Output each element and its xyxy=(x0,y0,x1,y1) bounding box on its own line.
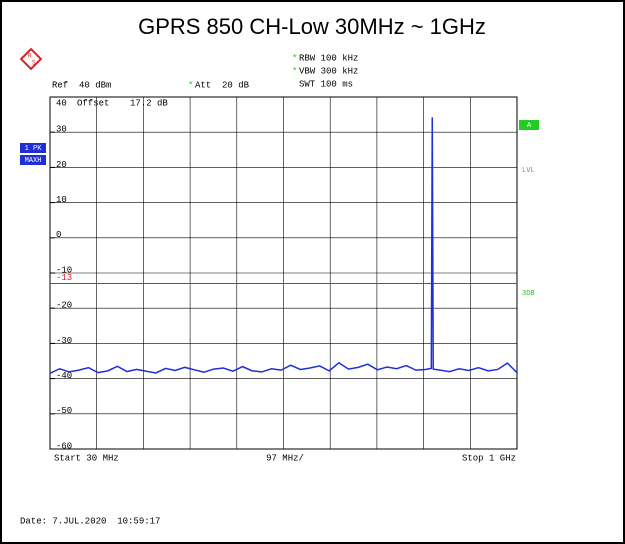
vbw: VBW 300 kHz xyxy=(299,66,358,76)
y-tick-label: 10 xyxy=(56,195,67,205)
side-label: A xyxy=(527,122,532,130)
trace-label: 1 PK xyxy=(25,145,43,153)
y-tick-label: 0 xyxy=(56,230,61,240)
y-tick-label: 40 xyxy=(56,98,67,108)
logo-diamond xyxy=(19,47,43,71)
y-tick-label: 30 xyxy=(56,125,67,135)
trace-box xyxy=(20,143,46,153)
swt: SWT 100 ms xyxy=(299,79,353,89)
y-tick-label: -20 xyxy=(56,301,72,311)
y-tick-label: -50 xyxy=(56,406,72,416)
side-label: LVL xyxy=(522,167,535,175)
y-tick-label: 20 xyxy=(56,160,67,170)
att: Att 20 dB xyxy=(195,80,250,90)
y-tick-label: -40 xyxy=(56,371,72,381)
span-div: 97 MHz/ xyxy=(266,453,304,463)
stop: Stop 1 GHz xyxy=(462,453,516,463)
side-box xyxy=(519,120,539,130)
y-tick-label: -30 xyxy=(56,336,72,346)
y-tick-label: -60 xyxy=(56,441,72,451)
logo: R S xyxy=(19,47,43,71)
marker: * xyxy=(188,80,193,90)
logo-letter: S xyxy=(32,60,36,67)
start: Start 30 MHz xyxy=(54,453,119,463)
y-tick-label: -10 xyxy=(56,265,72,275)
limit-label: -13 xyxy=(56,273,72,283)
marker: * xyxy=(292,66,297,76)
trace-box xyxy=(20,155,46,165)
offset-value: 17.2 dB xyxy=(130,98,168,108)
trace xyxy=(49,117,518,374)
title: GPRS 850 CH-Low 30MHz ~ 1GHz xyxy=(138,14,486,39)
logo-letter: R xyxy=(28,53,32,60)
side-label: 3DB xyxy=(522,290,535,298)
date: Date: 7.JUL.2020 10:59:17 xyxy=(20,516,160,526)
ref: Ref 40 dBm xyxy=(52,80,111,90)
offset: Offset xyxy=(77,98,109,108)
trace-label: MAXH xyxy=(25,157,42,165)
marker: * xyxy=(292,53,297,63)
rbw: RBW 100 kHz xyxy=(299,53,358,63)
